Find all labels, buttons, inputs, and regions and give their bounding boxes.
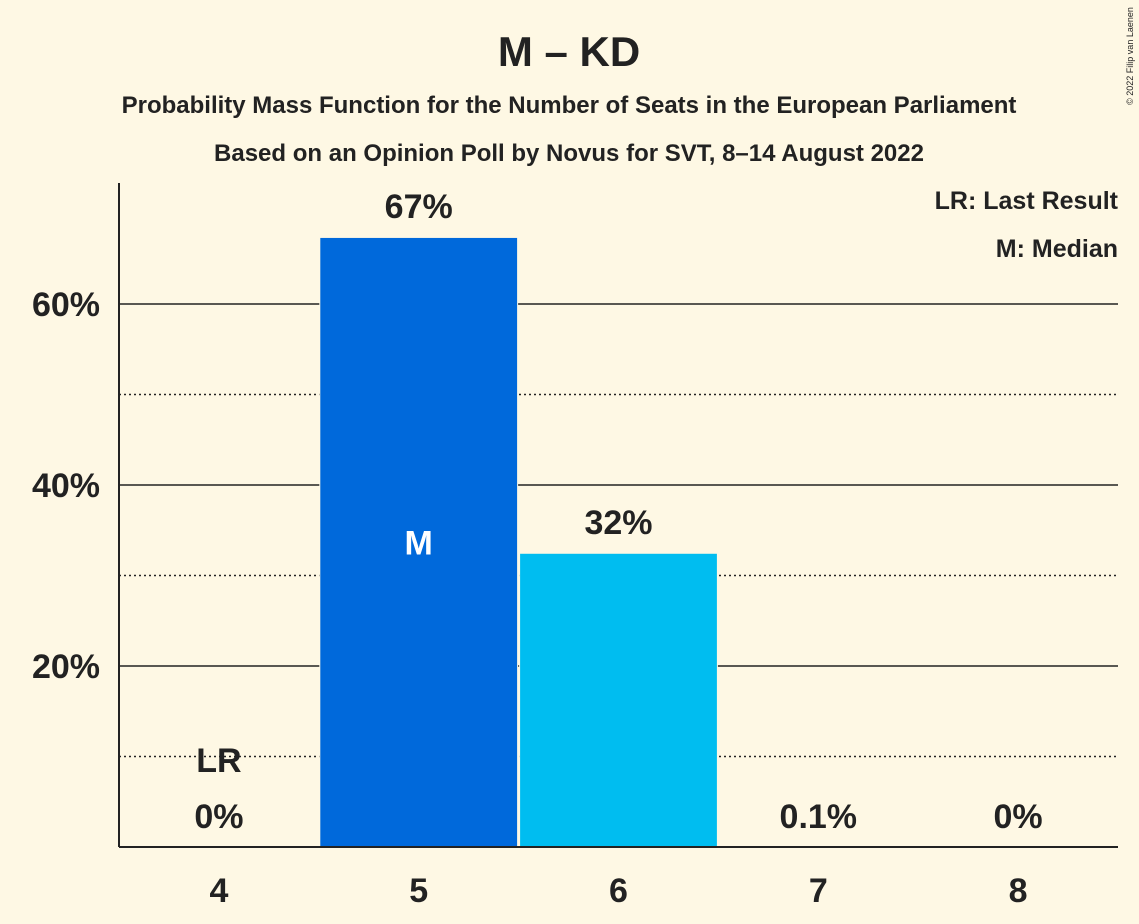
data-label-5: 67% <box>385 188 453 226</box>
y-tick-label: 20% <box>32 648 100 686</box>
median-marker: M <box>405 524 433 562</box>
legend-last-result: LR: Last Result <box>935 187 1119 215</box>
data-label-7: 0.1% <box>780 798 858 836</box>
x-tick-label: 4 <box>209 872 228 910</box>
label-layer: 20% 40% 60% 0% 4 LR 67% 5 M 32% 6 0.1% 7 0% 8 <box>32 188 1043 910</box>
data-label-8: 0% <box>994 798 1043 836</box>
axis-layer <box>118 183 1118 848</box>
grid-layer <box>119 303 1118 758</box>
data-label-4: 0% <box>194 798 243 836</box>
chart-title: M – KD <box>498 28 640 75</box>
y-tick-label: 40% <box>32 467 100 505</box>
legend-median: M: Median <box>996 235 1118 263</box>
chart-subtitle-1: Probability Mass Function for the Number… <box>122 92 1017 119</box>
x-tick-label: 7 <box>809 872 828 910</box>
copyright-text: © 2022 Filip van Laenen <box>1125 7 1135 105</box>
x-tick-label: 6 <box>609 872 628 910</box>
bar-5 <box>320 237 518 847</box>
chart-subtitle-2: Based on an Opinion Poll by Novus for SV… <box>214 140 924 167</box>
bar-layer <box>319 236 918 847</box>
x-tick-label: 8 <box>1009 872 1028 910</box>
data-label-6: 32% <box>584 504 652 542</box>
x-tick-label: 5 <box>409 872 428 910</box>
last-result-marker: LR <box>196 742 241 780</box>
y-tick-label: 60% <box>32 286 100 324</box>
bar-6 <box>520 553 717 847</box>
